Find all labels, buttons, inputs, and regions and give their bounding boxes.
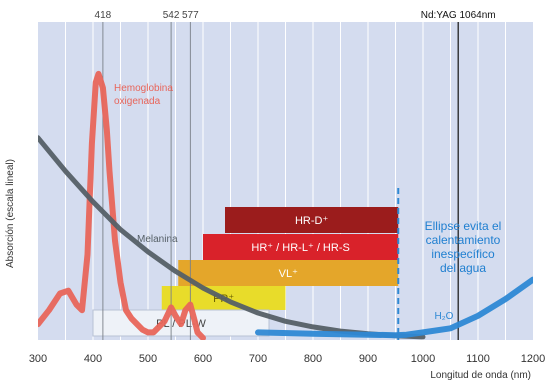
- water-annotation-line: del agua: [440, 261, 486, 275]
- x-tick-label: 900: [359, 353, 377, 365]
- melanin-label: Melanina: [137, 234, 178, 245]
- band-label-2: VL⁺: [279, 268, 298, 280]
- water-annotation-line: calentamiento: [426, 233, 501, 247]
- marker-label-3: Nd:YAG 1064nm: [421, 10, 496, 21]
- water-annotation-line: Ellipse evita el: [425, 219, 502, 233]
- x-tick-label: 600: [194, 353, 212, 365]
- band-label-1: HR⁺ / HR-L⁺ / HR-S: [251, 242, 349, 254]
- chart-labels: Hemoglobina oxigenada Melanina H₂O Ellipse e…: [114, 83, 501, 322]
- band-label-0: HR-D⁺: [295, 215, 328, 227]
- wavelength-markers: 418 542 577 Nd:YAG 1064nm: [95, 10, 496, 340]
- marker-label-1: 542: [163, 10, 180, 21]
- hemoglobin-label-line: oxigenada: [114, 96, 161, 107]
- x-tick-label: 800: [304, 353, 322, 365]
- x-axis-label: Longitud de onda (nm): [430, 370, 531, 381]
- x-tick-label: 500: [139, 353, 157, 365]
- marker-label-2: 577: [182, 10, 199, 21]
- marker-label-0: 418: [95, 10, 112, 21]
- treatment-bands: HR-D⁺HR⁺ / HR-L⁺ / HR-SVL⁺PR⁺PL / PL-W: [92, 207, 399, 337]
- x-tick-label: 1200: [521, 353, 545, 365]
- absorption-curves: [38, 70, 533, 340]
- x-tick-label: 1100: [466, 353, 490, 365]
- curve-2: [255, 276, 533, 339]
- band-1: [203, 234, 399, 260]
- gridlines: [65, 22, 506, 340]
- water-annotation-line: inespecífico: [431, 247, 495, 261]
- x-tick-label: 400: [84, 353, 102, 365]
- water-label: H₂O: [435, 311, 454, 322]
- x-axis-ticks: 300 400 500 600 700 800 900 1000 1100 1200: [29, 353, 545, 365]
- curve-0: [38, 70, 206, 340]
- band-2: [178, 260, 399, 286]
- hemoglobin-label-line: Hemoglobina: [114, 83, 173, 94]
- x-tick-label: 300: [29, 353, 47, 365]
- x-tick-label: 700: [249, 353, 267, 365]
- x-tick-label: 1000: [411, 353, 435, 365]
- y-axis-label: Absorción (escala lineal): [5, 159, 16, 268]
- band-0: [225, 207, 399, 233]
